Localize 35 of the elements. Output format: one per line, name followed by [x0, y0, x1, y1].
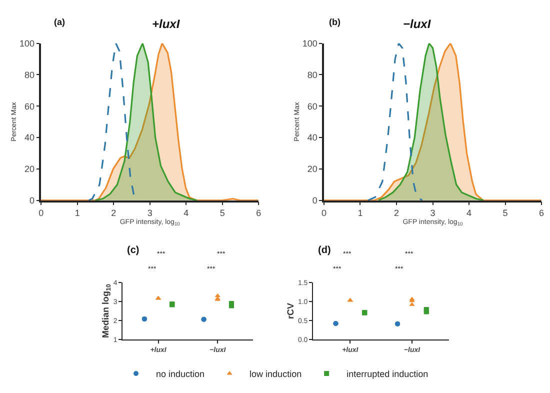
x-tick-label: 1	[74, 208, 80, 218]
y-axis-title: rCV	[285, 303, 296, 320]
x-tick-label: 3	[430, 208, 436, 218]
x-tick-label: 3	[147, 208, 152, 218]
legend-label: interrupted induction	[346, 369, 428, 380]
chart-title: (c)	[127, 245, 140, 256]
y-tick-label: 80	[24, 70, 35, 80]
text: (a)	[54, 17, 65, 27]
x-tick-label: 0	[38, 208, 44, 218]
x-tick-label: 1	[358, 208, 363, 218]
x-tick-label: 6	[256, 208, 262, 218]
x-tick-label: 5	[502, 208, 508, 218]
x-tick-label: 0	[321, 208, 326, 218]
y-tick-label: 0	[312, 195, 318, 206]
y-tick-label: 40	[307, 132, 318, 143]
x-tick-label: 2	[394, 208, 399, 218]
chart-title: −luxI	[403, 17, 432, 31]
legend-label: no induction	[156, 369, 205, 380]
y-tick-label: 20	[307, 164, 318, 174]
y-tick-label: 100	[20, 38, 35, 48]
x-tick-label: 4	[184, 208, 189, 218]
x-tick-label: 4	[466, 208, 472, 218]
y-tick-label: 100	[302, 38, 318, 48]
y-tick-label: 0	[30, 195, 35, 206]
chart-title: (d)	[318, 245, 331, 256]
y-tick-label: 80	[307, 70, 318, 80]
y-tick-label: 60	[307, 101, 318, 112]
legend-label: low induction	[250, 369, 302, 380]
x-tick-label: 5	[220, 208, 225, 218]
y-tick-label: 20	[24, 164, 35, 174]
x-tick-label: 6	[539, 208, 544, 218]
text: (b)	[329, 17, 340, 27]
y-tick-label: 60	[24, 101, 35, 112]
y-tick-label: 40	[24, 132, 35, 143]
chart-title: +luxI	[152, 17, 180, 31]
